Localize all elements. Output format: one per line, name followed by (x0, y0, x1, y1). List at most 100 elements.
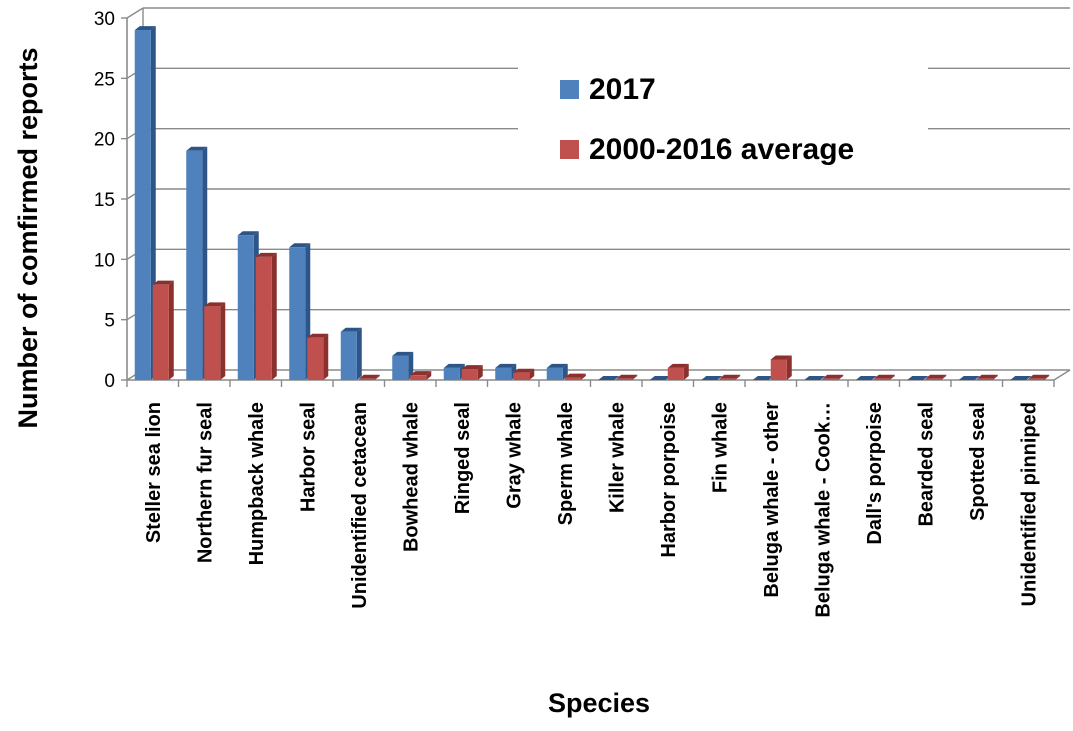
bar-top (958, 376, 980, 380)
bar-top (1028, 374, 1050, 379)
bar-top (513, 368, 535, 373)
x-category-label: Dall's porpoise (864, 402, 886, 545)
y-tick-label: 0 (104, 371, 115, 392)
bar-series-2 (358, 374, 380, 380)
bar-top (616, 374, 638, 379)
y-tick-label: 30 (94, 9, 115, 30)
bar-series-2 (461, 365, 483, 380)
bar-top (925, 374, 947, 379)
bar-front (358, 378, 375, 380)
bar-front (134, 30, 151, 381)
bar-top (340, 327, 362, 332)
bar-top (358, 374, 380, 379)
y-tick-label: 25 (94, 69, 115, 90)
bar-side (271, 252, 277, 380)
legend-label: 2000-2016 average (589, 133, 854, 166)
bars (134, 26, 1050, 381)
x-category-label: Harbor seal (297, 402, 319, 512)
x-category-label: Northern fur seal (194, 402, 216, 563)
bar-top (410, 371, 432, 376)
bar-series-1 (752, 376, 774, 380)
bar-top (546, 363, 568, 368)
bar-side (323, 333, 329, 380)
y-tick-label: 20 (94, 130, 115, 151)
bar-front (495, 367, 512, 380)
bar-series-1 (598, 376, 620, 380)
bar-top (701, 376, 723, 380)
bar-top (307, 333, 329, 338)
legend-label: 2017 (589, 73, 656, 106)
y-tick-label: 5 (104, 311, 115, 332)
bar-front (719, 378, 736, 380)
bar-top (255, 252, 277, 257)
bar-front (822, 378, 839, 380)
bar-series-1 (340, 327, 362, 380)
x-category-label: Spotted seal (967, 402, 989, 521)
y-tick-label: 10 (94, 250, 115, 271)
x-category-label: Ringed seal (452, 402, 474, 514)
bar-series-1 (855, 376, 877, 380)
bar-side (786, 355, 792, 380)
legend-swatch (560, 140, 579, 159)
bar-series-2 (616, 374, 638, 380)
bar-series-2 (255, 252, 277, 380)
bar-series-1 (701, 376, 723, 380)
bar-top (855, 376, 877, 380)
bar-side (683, 363, 689, 380)
x-category-label: Bowhead whale (400, 402, 422, 552)
bar-side (1044, 374, 1050, 380)
bar-series-1 (237, 231, 259, 380)
bar-top (598, 376, 620, 380)
bar-top (822, 374, 844, 379)
y-axis-title: Number of comfirmed reports (13, 47, 43, 428)
floor-edge (1053, 369, 1071, 381)
bar-side (562, 363, 568, 380)
bar-side (529, 368, 535, 380)
bar-side (580, 373, 586, 380)
bar-top (752, 376, 774, 380)
bar-top (152, 280, 174, 285)
bar-top (873, 374, 895, 379)
gridline-depth (126, 7, 144, 19)
x-category-label: Fin whale (709, 402, 731, 493)
x-axis-title: Species (548, 688, 650, 718)
bar-front (873, 378, 890, 380)
bar-series-2 (976, 374, 998, 380)
bar-series-1 (907, 376, 929, 380)
bar-side (168, 280, 174, 380)
x-category-label: Harbor porpoise (658, 402, 680, 558)
bar-series-2 (410, 371, 432, 380)
bar-front (307, 337, 324, 380)
bar-series-2 (513, 368, 535, 380)
bar-top (907, 376, 929, 380)
y-tick-label: 15 (94, 190, 115, 211)
x-category-label: Unidentified cetacean (349, 402, 371, 609)
x-category-label: Humpback whale (246, 402, 268, 565)
bar-series-2 (925, 374, 947, 380)
x-category-labels: Steller sea lion Northern fur seal Humpbac… (143, 402, 1041, 618)
legend: 2017 2000-2016 average (518, 58, 928, 180)
bar-front (513, 372, 530, 380)
bar-front (289, 247, 306, 380)
bar-series-2 (873, 374, 895, 380)
bar-side (838, 374, 844, 380)
bar-series-1 (392, 351, 414, 380)
bar-top (719, 374, 741, 379)
bar-front (152, 284, 169, 380)
bar-series-2 (204, 302, 226, 380)
bar-front (564, 377, 581, 380)
bar-top (186, 146, 208, 151)
bar-series-2 (1028, 374, 1050, 380)
bar-front (616, 378, 633, 380)
x-category-label: Steller sea lion (143, 402, 165, 543)
bar-front (237, 235, 254, 380)
bar-series-2 (719, 374, 741, 380)
bar-side (408, 351, 414, 380)
bar-top (443, 363, 465, 368)
x-category-label: Beluga whale - Cook… (812, 402, 834, 618)
x-category-label: Bearded seal (915, 402, 937, 527)
bar-top (495, 363, 517, 368)
bar-series-1 (443, 363, 465, 380)
bar-side (220, 302, 226, 380)
